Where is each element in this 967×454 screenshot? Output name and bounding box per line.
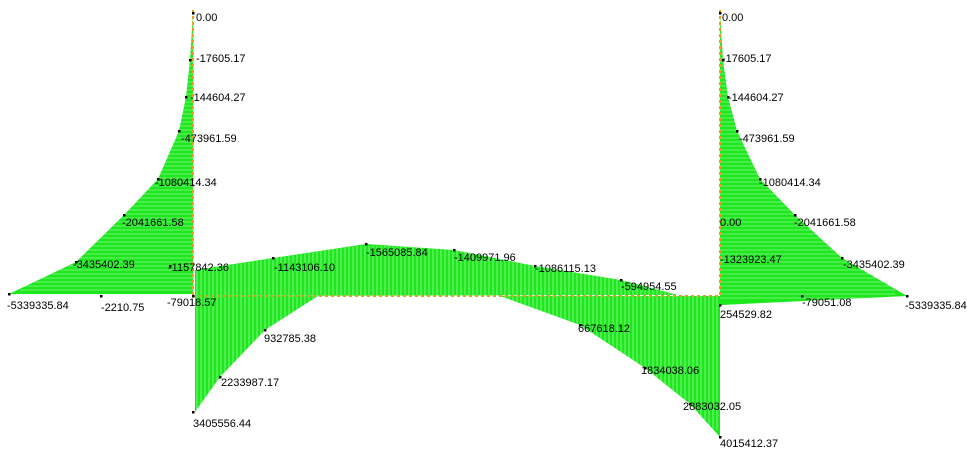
beam-top-diagram xyxy=(195,244,678,296)
right-label-7: -5339335.84 xyxy=(905,300,967,312)
right-label-5: -2041661.58 xyxy=(794,217,856,229)
node-dot xyxy=(722,59,725,62)
right-base-label-4: 4015412.37 xyxy=(720,438,778,450)
left-label-1: -17605.17 xyxy=(196,53,246,65)
beam-top-label-4: -594954.55 xyxy=(621,281,677,293)
left-base-label-1: -79018.57 xyxy=(167,297,217,309)
node-dot xyxy=(192,295,195,298)
right-label-4: -1080414.34 xyxy=(759,177,821,189)
node-dot xyxy=(365,243,368,246)
right-base-label-0: 0.00 xyxy=(720,217,741,229)
node-dot xyxy=(906,295,909,298)
node-dot xyxy=(579,324,582,327)
beam-top-label-3: -1086115.13 xyxy=(535,263,596,275)
node-dot xyxy=(727,96,730,99)
right-label-3: -473961.59 xyxy=(739,133,795,145)
node-dot xyxy=(841,257,844,260)
right-label-1: -17605.17 xyxy=(722,53,772,65)
node-dot xyxy=(123,214,126,217)
beam-bottom-label-4: 2883032.05 xyxy=(683,401,741,413)
beam-top-label-1: -1565085.84 xyxy=(366,247,428,259)
node-dot xyxy=(192,12,195,15)
left-label-2: -144604.27 xyxy=(190,92,246,104)
beam-bottom-left-diagram xyxy=(195,296,318,412)
node-dot xyxy=(801,295,804,298)
node-dot xyxy=(185,96,188,99)
right-label-2: -144604.27 xyxy=(728,92,784,104)
node-dot xyxy=(8,293,11,296)
node-dot xyxy=(794,214,797,217)
node-dot xyxy=(719,304,722,307)
node-dot xyxy=(453,249,456,252)
node-dot xyxy=(264,329,267,332)
node-dot xyxy=(719,12,722,15)
right-base-label-3: 254529.82 xyxy=(720,309,772,321)
left-label-6: -3435402.39 xyxy=(73,259,135,271)
left-base-label-2: 3405556.44 xyxy=(193,418,251,430)
beam-top-label-0: -1143106.10 xyxy=(274,262,335,274)
left-label-5: -2041661.58 xyxy=(122,217,184,229)
node-dot xyxy=(620,279,623,282)
left-label-0: 0.00 xyxy=(196,12,217,24)
node-dot xyxy=(534,265,537,268)
node-dot xyxy=(272,257,275,260)
left-label-8: -2210.75 xyxy=(101,302,144,314)
left-column-diagram xyxy=(9,13,193,294)
left-label-3: -473961.59 xyxy=(181,133,237,145)
beam-bottom-label-3: 1834038.06 xyxy=(641,365,699,377)
node-dot xyxy=(100,295,103,298)
node-dot xyxy=(736,130,739,133)
node-dot xyxy=(75,261,78,264)
node-dot xyxy=(689,403,692,406)
node-dot xyxy=(169,265,172,268)
left-base-label-0: -1157842.36 xyxy=(168,262,229,274)
beam-top-label-2: -1409971.96 xyxy=(454,252,516,264)
beam-bottom-label-0: 932785.38 xyxy=(264,333,316,345)
node-dot xyxy=(719,436,722,439)
right-label-6: -3435402.39 xyxy=(843,259,905,271)
node-dot xyxy=(157,178,160,181)
node-dots xyxy=(8,12,909,439)
left-label-4: -1080414.34 xyxy=(155,177,217,189)
node-dot xyxy=(189,59,192,62)
right-base-label-1: -1323923.47 xyxy=(720,254,782,266)
node-dot xyxy=(219,376,222,379)
beam-bottom-label-2: 667618.12 xyxy=(578,323,630,335)
right-base-label-2: -79051.08 xyxy=(802,297,852,309)
node-dot xyxy=(192,411,195,414)
node-dot xyxy=(644,367,647,370)
node-dot xyxy=(759,178,762,181)
node-dot xyxy=(178,130,181,133)
beam-bottom-label-1: 2233987.17 xyxy=(221,377,279,389)
right-column-diagram xyxy=(720,13,907,305)
left-label-7: -5339335.84 xyxy=(7,300,69,312)
right-label-0: 0.00 xyxy=(722,12,743,24)
